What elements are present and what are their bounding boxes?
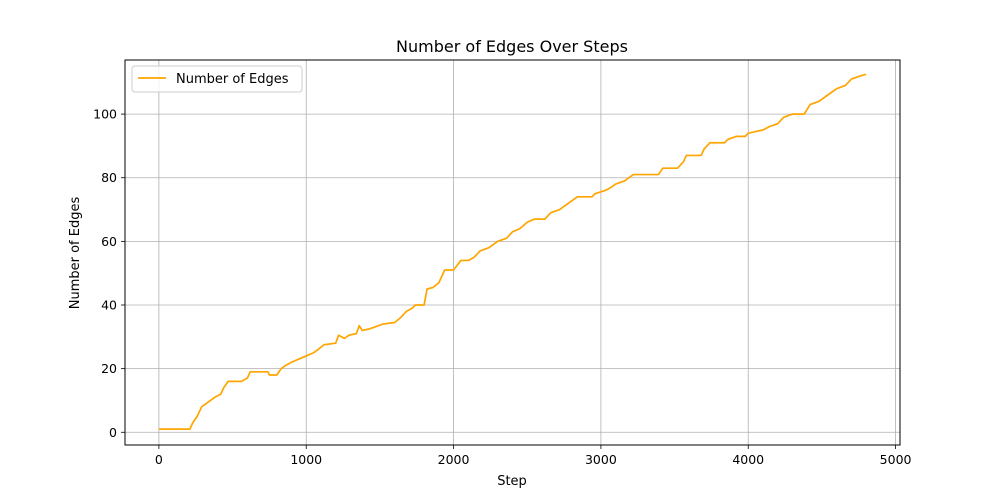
x-tick-label: 4000 bbox=[732, 452, 764, 467]
legend: Number of Edges bbox=[131, 65, 303, 93]
grid bbox=[125, 60, 900, 445]
y-tick-label: 60 bbox=[101, 234, 117, 249]
y-axis: 0 20 40 60 80 100 bbox=[93, 107, 125, 440]
plot-frame bbox=[124, 59, 901, 446]
y-tick-label: 40 bbox=[101, 298, 117, 313]
x-tick-label: 0 bbox=[155, 452, 163, 467]
y-tick-label: 80 bbox=[101, 170, 117, 185]
series-line bbox=[158, 73, 867, 430]
y-tick-label: 100 bbox=[93, 107, 117, 122]
x-tick-label: 1000 bbox=[290, 452, 322, 467]
x-axis: 0 1000 2000 3000 4000 5000 bbox=[155, 445, 912, 467]
y-axis-label: Number of Edges bbox=[68, 197, 83, 310]
x-tick-label: 3000 bbox=[585, 452, 617, 467]
x-tick-label: 2000 bbox=[438, 452, 470, 467]
x-axis-label: Step bbox=[497, 474, 527, 489]
legend-box bbox=[131, 65, 303, 93]
y-tick-label: 0 bbox=[109, 425, 117, 440]
x-tick-label: 5000 bbox=[880, 452, 912, 467]
chart-title: Number of Edges Over Steps bbox=[396, 37, 628, 56]
y-tick-label: 20 bbox=[101, 361, 117, 376]
series-group bbox=[158, 73, 867, 430]
legend-label: Number of Edges bbox=[176, 72, 289, 87]
